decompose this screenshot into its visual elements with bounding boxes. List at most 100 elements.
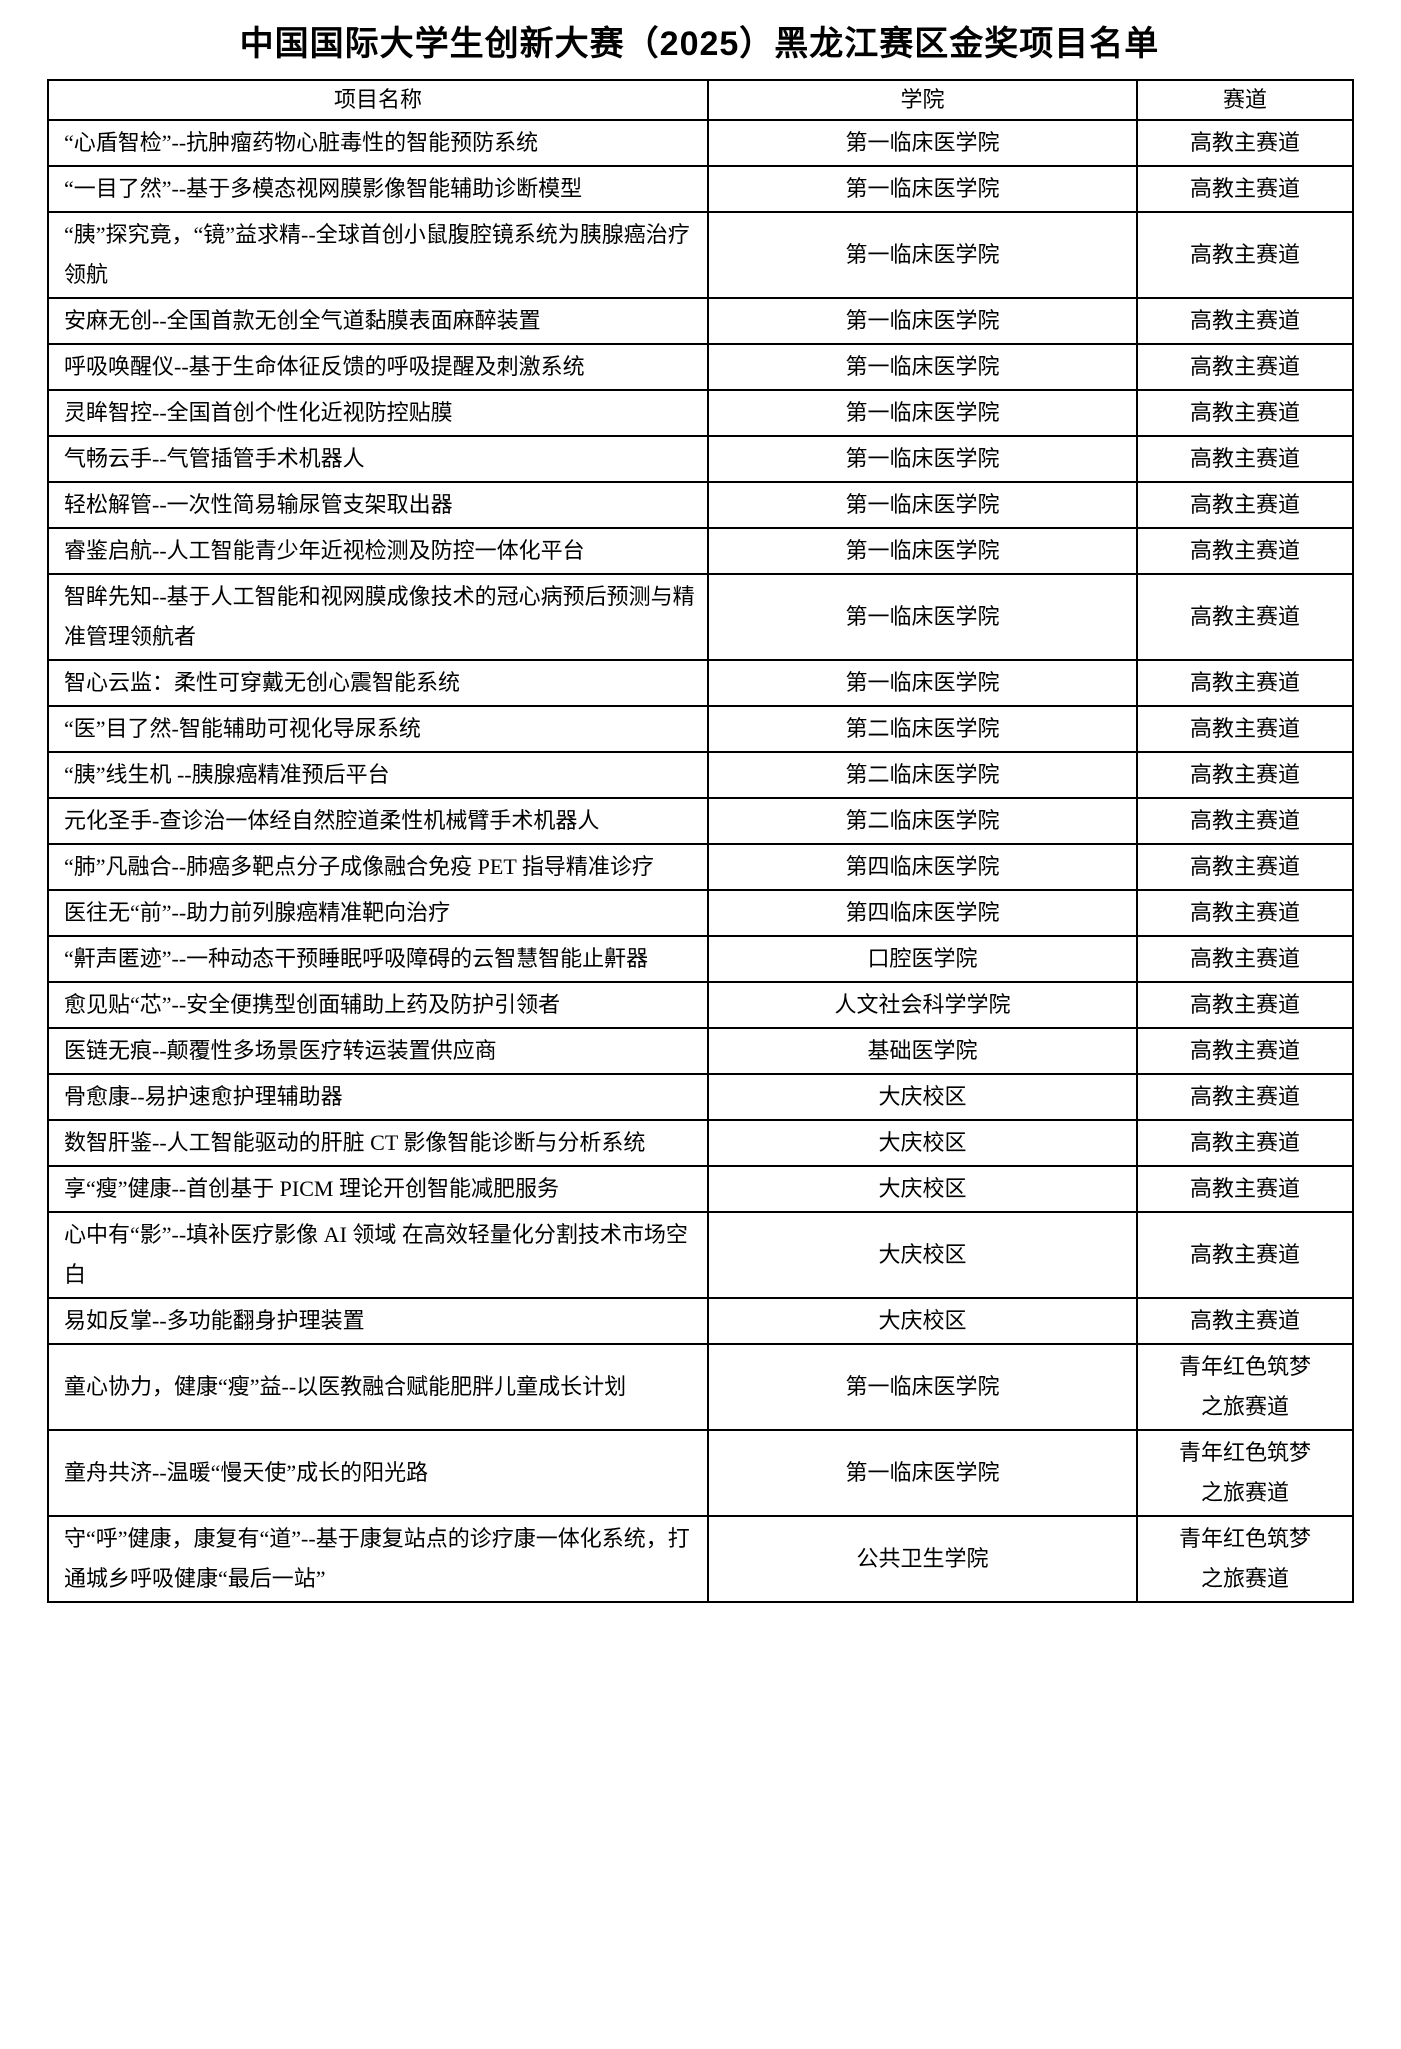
table-row: 呼吸唤醒仪--基于生命体征反馈的呼吸提醒及刺激系统 第一临床医学院 高教主赛道 (47, 343, 1354, 391)
project-cell: 医往无“前”--助力前列腺癌精准靶向治疗 (47, 889, 709, 937)
table-row: “鼾声匿迹”--一种动态干预睡眠呼吸障碍的云智慧智能止鼾器 口腔医学院 高教主赛道 (47, 935, 1354, 983)
table-row: 安麻无创--全国首款无创全气道黏膜表面麻醉装置 第一临床医学院 高教主赛道 (47, 297, 1354, 345)
college-cell: 第二临床医学院 (707, 751, 1138, 799)
track-cell: 高教主赛道 (1136, 1027, 1354, 1075)
college-cell: 第一临床医学院 (707, 165, 1138, 213)
college-cell: 基础医学院 (707, 1027, 1138, 1075)
project-cell: “医”目了然-智能辅助可视化导尿系统 (47, 705, 709, 753)
table-row: “胰”探究竟，“镜”益求精--全球首创小鼠腹腔镜系统为胰腺癌治疗领航 第一临床医学… (47, 211, 1354, 299)
track-cell: 高教主赛道 (1136, 705, 1354, 753)
college-cell: 第四临床医学院 (707, 843, 1138, 891)
project-cell: 童心协力，健康“瘦”益--以医教融合赋能肥胖儿童成长计划 (47, 1343, 709, 1431)
college-cell: 大庆校区 (707, 1165, 1138, 1213)
table-row: 气畅云手--气管插管手术机器人 第一临床医学院 高教主赛道 (47, 435, 1354, 483)
table-row: 医往无“前”--助力前列腺癌精准靶向治疗 第四临床医学院 高教主赛道 (47, 889, 1354, 937)
project-cell: 智心云监：柔性可穿戴无创心震智能系统 (47, 659, 709, 707)
track-cell: 高教主赛道 (1136, 481, 1354, 529)
track-cell: 青年红色筑梦 之旅赛道 (1136, 1429, 1354, 1517)
table-body: “心盾智检”--抗肿瘤药物心脏毒性的智能预防系统 第一临床医学院 高教主赛道 “一目了… (47, 119, 1354, 1603)
college-cell: 第一临床医学院 (707, 119, 1138, 167)
college-cell: 第二临床医学院 (707, 705, 1138, 753)
college-cell: 第二临床医学院 (707, 797, 1138, 845)
college-cell: 第一临床医学院 (707, 435, 1138, 483)
track-cell: 高教主赛道 (1136, 1165, 1354, 1213)
project-cell: “胰”探究竟，“镜”益求精--全球首创小鼠腹腔镜系统为胰腺癌治疗领航 (47, 211, 709, 299)
project-cell: 易如反掌--多功能翻身护理装置 (47, 1297, 709, 1345)
project-cell: 灵眸智控--全国首创个性化近视防控贴膜 (47, 389, 709, 437)
project-cell: “一目了然”--基于多模态视网膜影像智能辅助诊断模型 (47, 165, 709, 213)
college-cell: 大庆校区 (707, 1297, 1138, 1345)
table-row: 元化圣手-查诊治一体经自然腔道柔性机械臂手术机器人 第二临床医学院 高教主赛道 (47, 797, 1354, 845)
college-cell: 第一临床医学院 (707, 481, 1138, 529)
table-row: 享“瘦”健康--首创基于 PICM 理论开创智能减肥服务 大庆校区 高教主赛道 (47, 1165, 1354, 1213)
project-cell: 安麻无创--全国首款无创全气道黏膜表面麻醉装置 (47, 297, 709, 345)
project-cell: 骨愈康--易护速愈护理辅助器 (47, 1073, 709, 1121)
track-cell: 高教主赛道 (1136, 889, 1354, 937)
college-cell: 公共卫生学院 (707, 1515, 1138, 1603)
track-cell: 高教主赛道 (1136, 797, 1354, 845)
project-cell: 医链无痕--颠覆性多场景医疗转运装置供应商 (47, 1027, 709, 1075)
track-cell: 高教主赛道 (1136, 119, 1354, 167)
table-row: “肺”凡融合--肺癌多靶点分子成像融合免疫 PET 指导精准诊疗 第四临床医学院高… (47, 843, 1354, 891)
project-cell: 气畅云手--气管插管手术机器人 (47, 435, 709, 483)
track-cell: 高教主赛道 (1136, 435, 1354, 483)
college-cell: 第一临床医学院 (707, 297, 1138, 345)
table-header-row: 项目名称 学院 赛道 (47, 79, 1354, 121)
table-row: 易如反掌--多功能翻身护理装置 大庆校区 高教主赛道 (47, 1297, 1354, 1345)
college-cell: 大庆校区 (707, 1073, 1138, 1121)
track-cell: 高教主赛道 (1136, 751, 1354, 799)
column-header-college: 学院 (707, 79, 1138, 121)
project-cell: “心盾智检”--抗肿瘤药物心脏毒性的智能预防系统 (47, 119, 709, 167)
college-cell: 第一临床医学院 (707, 573, 1138, 661)
table-row: 灵眸智控--全国首创个性化近视防控贴膜 第一临床医学院 高教主赛道 (47, 389, 1354, 437)
track-cell: 高教主赛道 (1136, 527, 1354, 575)
table-row: 骨愈康--易护速愈护理辅助器 大庆校区 高教主赛道 (47, 1073, 1354, 1121)
track-cell: 高教主赛道 (1136, 211, 1354, 299)
table-row: 童舟共济--温暖“慢天使”成长的阳光路 第一临床医学院 青年红色筑梦 之旅赛道 (47, 1429, 1354, 1517)
track-cell: 高教主赛道 (1136, 343, 1354, 391)
table-row: 智心云监：柔性可穿戴无创心震智能系统 第一临床医学院 高教主赛道 (47, 659, 1354, 707)
table-row: “胰”线生机 --胰腺癌精准预后平台 第二临床医学院 高教主赛道 (47, 751, 1354, 799)
track-cell: 高教主赛道 (1136, 297, 1354, 345)
track-cell: 高教主赛道 (1136, 1073, 1354, 1121)
project-cell: 睿鉴启航--人工智能青少年近视检测及防控一体化平台 (47, 527, 709, 575)
track-cell: 高教主赛道 (1136, 573, 1354, 661)
project-cell: 享“瘦”健康--首创基于 PICM 理论开创智能减肥服务 (47, 1165, 709, 1213)
table-row: 数智肝鉴--人工智能驱动的肝脏 CT 影像智能诊断与分析系统 大庆校区 高教主赛道 (47, 1119, 1354, 1167)
track-cell: 高教主赛道 (1136, 843, 1354, 891)
college-cell: 第一临床医学院 (707, 389, 1138, 437)
table-row: 心中有“影”--填补医疗影像 AI 领域 在高效轻量化分割技术市场空白 大庆校区高… (47, 1211, 1354, 1299)
table-row: “一目了然”--基于多模态视网膜影像智能辅助诊断模型 第一临床医学院 高教主赛道 (47, 165, 1354, 213)
project-cell: 愈见贴“芯”--安全便携型创面辅助上药及防护引领者 (47, 981, 709, 1029)
college-cell: 人文社会科学学院 (707, 981, 1138, 1029)
college-cell: 第一临床医学院 (707, 211, 1138, 299)
table-row: “心盾智检”--抗肿瘤药物心脏毒性的智能预防系统 第一临床医学院 高教主赛道 (47, 119, 1354, 167)
table-row: 睿鉴启航--人工智能青少年近视检测及防控一体化平台 第一临床医学院 高教主赛道 (47, 527, 1354, 575)
table-row: 智眸先知--基于人工智能和视网膜成像技术的冠心病预后预测与精准管理领航者 第一临床… (47, 573, 1354, 661)
column-header-track: 赛道 (1136, 79, 1354, 121)
project-cell: “胰”线生机 --胰腺癌精准预后平台 (47, 751, 709, 799)
track-cell: 高教主赛道 (1136, 1297, 1354, 1345)
college-cell: 口腔医学院 (707, 935, 1138, 983)
college-cell: 第一临床医学院 (707, 527, 1138, 575)
college-cell: 第一临床医学院 (707, 1343, 1138, 1431)
project-cell: 智眸先知--基于人工智能和视网膜成像技术的冠心病预后预测与精准管理领航者 (47, 573, 709, 661)
page-title: 中国国际大学生创新大赛（2025）黑龙江赛区金奖项目名单 (239, 25, 1160, 63)
track-cell: 高教主赛道 (1136, 1211, 1354, 1299)
project-cell: 心中有“影”--填补医疗影像 AI 领域 在高效轻量化分割技术市场空白 (47, 1211, 709, 1299)
track-cell: 高教主赛道 (1136, 659, 1354, 707)
project-cell: 呼吸唤醒仪--基于生命体征反馈的呼吸提醒及刺激系统 (47, 343, 709, 391)
table-row: 守“呼”健康，康复有“道”--基于康复站点的诊疗康一体化系统，打通城乡呼吸健康“… (47, 1515, 1354, 1603)
track-cell: 高教主赛道 (1136, 1119, 1354, 1167)
track-cell: 高教主赛道 (1136, 981, 1354, 1029)
project-cell: 守“呼”健康，康复有“道”--基于康复站点的诊疗康一体化系统，打通城乡呼吸健康“… (47, 1515, 709, 1603)
project-cell: 数智肝鉴--人工智能驱动的肝脏 CT 影像智能诊断与分析系统 (47, 1119, 709, 1167)
project-cell: 轻松解管--一次性简易输尿管支架取出器 (47, 481, 709, 529)
college-cell: 大庆校区 (707, 1119, 1138, 1167)
table-row: “医”目了然-智能辅助可视化导尿系统 第二临床医学院 高教主赛道 (47, 705, 1354, 753)
college-cell: 第一临床医学院 (707, 659, 1138, 707)
project-cell: “肺”凡融合--肺癌多靶点分子成像融合免疫 PET 指导精准诊疗 (47, 843, 709, 891)
table-row: 童心协力，健康“瘦”益--以医教融合赋能肥胖儿童成长计划 第一临床医学院 青年红色筑… (47, 1343, 1354, 1431)
project-cell: 童舟共济--温暖“慢天使”成长的阳光路 (47, 1429, 709, 1517)
